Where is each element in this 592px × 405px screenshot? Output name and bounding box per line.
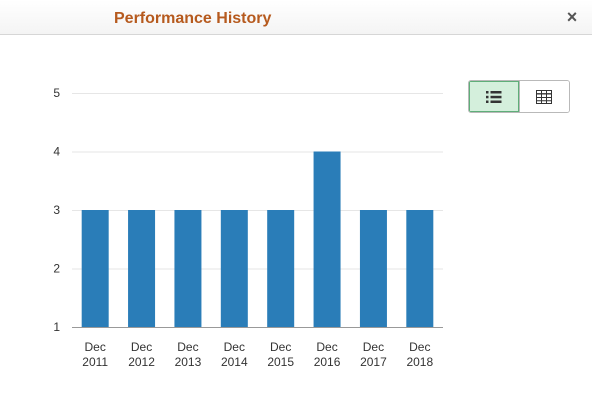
close-button[interactable]: × (566, 7, 578, 27)
bar (220, 210, 248, 327)
x-tick-label: Dec 2014 (221, 340, 248, 369)
x-tick-label: Dec 2012 (128, 340, 155, 369)
y-tick-label: 1 (53, 320, 60, 334)
view-toggle (468, 80, 570, 113)
bar (313, 151, 341, 327)
bar (359, 210, 387, 327)
chart-view-button[interactable] (469, 81, 519, 112)
bar (128, 210, 156, 327)
bar (174, 210, 202, 327)
table-view-button[interactable] (518, 81, 569, 112)
x-tick-label: Dec 2017 (360, 340, 387, 369)
x-tick-label: Dec 2011 (82, 340, 108, 369)
x-tick-label: Dec 2013 (175, 340, 202, 369)
performance-bar-chart: 1 2 3 4 5 Dec 2011 Dec 2012 Dec 2013 Dec 2014 Dec 2015… (53, 86, 443, 369)
bar (81, 210, 109, 327)
x-tick-label: Dec 2018 (406, 340, 433, 369)
y-tick-label: 2 (53, 262, 60, 276)
bar (406, 210, 434, 327)
dialog-header: Performance History × (0, 0, 592, 35)
bar (267, 210, 295, 327)
y-tick-label: 3 (53, 203, 60, 217)
dialog-title: Performance History (114, 10, 272, 27)
list-icon (485, 90, 502, 103)
grid-icon (536, 89, 553, 104)
x-tick-label: Dec 2015 (267, 340, 294, 369)
y-tick-label: 5 (53, 86, 60, 100)
x-tick-label: Dec 2016 (314, 340, 341, 369)
y-tick-label: 4 (53, 145, 60, 159)
